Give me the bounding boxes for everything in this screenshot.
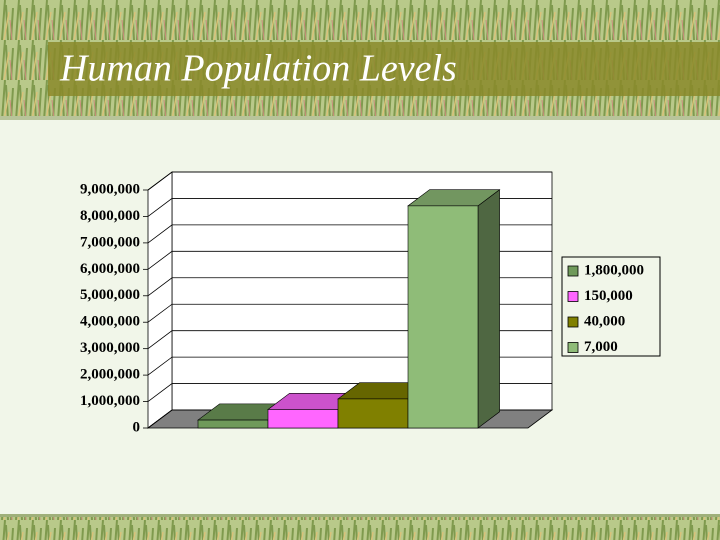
chart-title: Human Population Levels	[59, 48, 457, 90]
side-wall	[147, 171, 173, 429]
y-tick-label: 6,000,000	[80, 261, 140, 277]
title-band	[48, 42, 720, 96]
legend-label: 7,000	[584, 339, 618, 355]
y-tick-label: 4,000,000	[80, 314, 140, 330]
y-tick-label: 3,000,000	[80, 340, 140, 356]
y-tick-label: 7,000,000	[80, 234, 140, 250]
y-tick-label: 1,000,000	[80, 393, 140, 409]
footer-texture	[0, 514, 720, 540]
legend-label: 150,000	[584, 288, 633, 304]
legend-swatch	[567, 265, 579, 277]
y-tick-label: 2,000,000	[80, 367, 140, 383]
y-tick-label: 5,000,000	[80, 287, 140, 303]
bar	[267, 409, 339, 429]
y-tick-label: 9,000,000	[80, 181, 140, 197]
header-edge	[0, 116, 720, 120]
bar	[407, 205, 479, 429]
bar	[337, 398, 409, 429]
chart: 0 1,000,000 2,000,000 3,000,000 4,000,000 5,0…	[80, 171, 554, 435]
grid-line	[147, 171, 552, 191]
bar-side	[477, 189, 500, 429]
legend-swatch	[567, 316, 579, 328]
legend-swatch	[567, 342, 579, 353]
footer-edge	[0, 514, 720, 517]
bar	[197, 419, 269, 429]
legend-label: 40,000	[584, 313, 625, 329]
y-tick-label: 8,000,000	[80, 208, 140, 224]
legend-label: 1,800,000	[584, 262, 644, 278]
y-tick-label: 0	[133, 419, 141, 435]
legend-swatch	[567, 291, 579, 302]
